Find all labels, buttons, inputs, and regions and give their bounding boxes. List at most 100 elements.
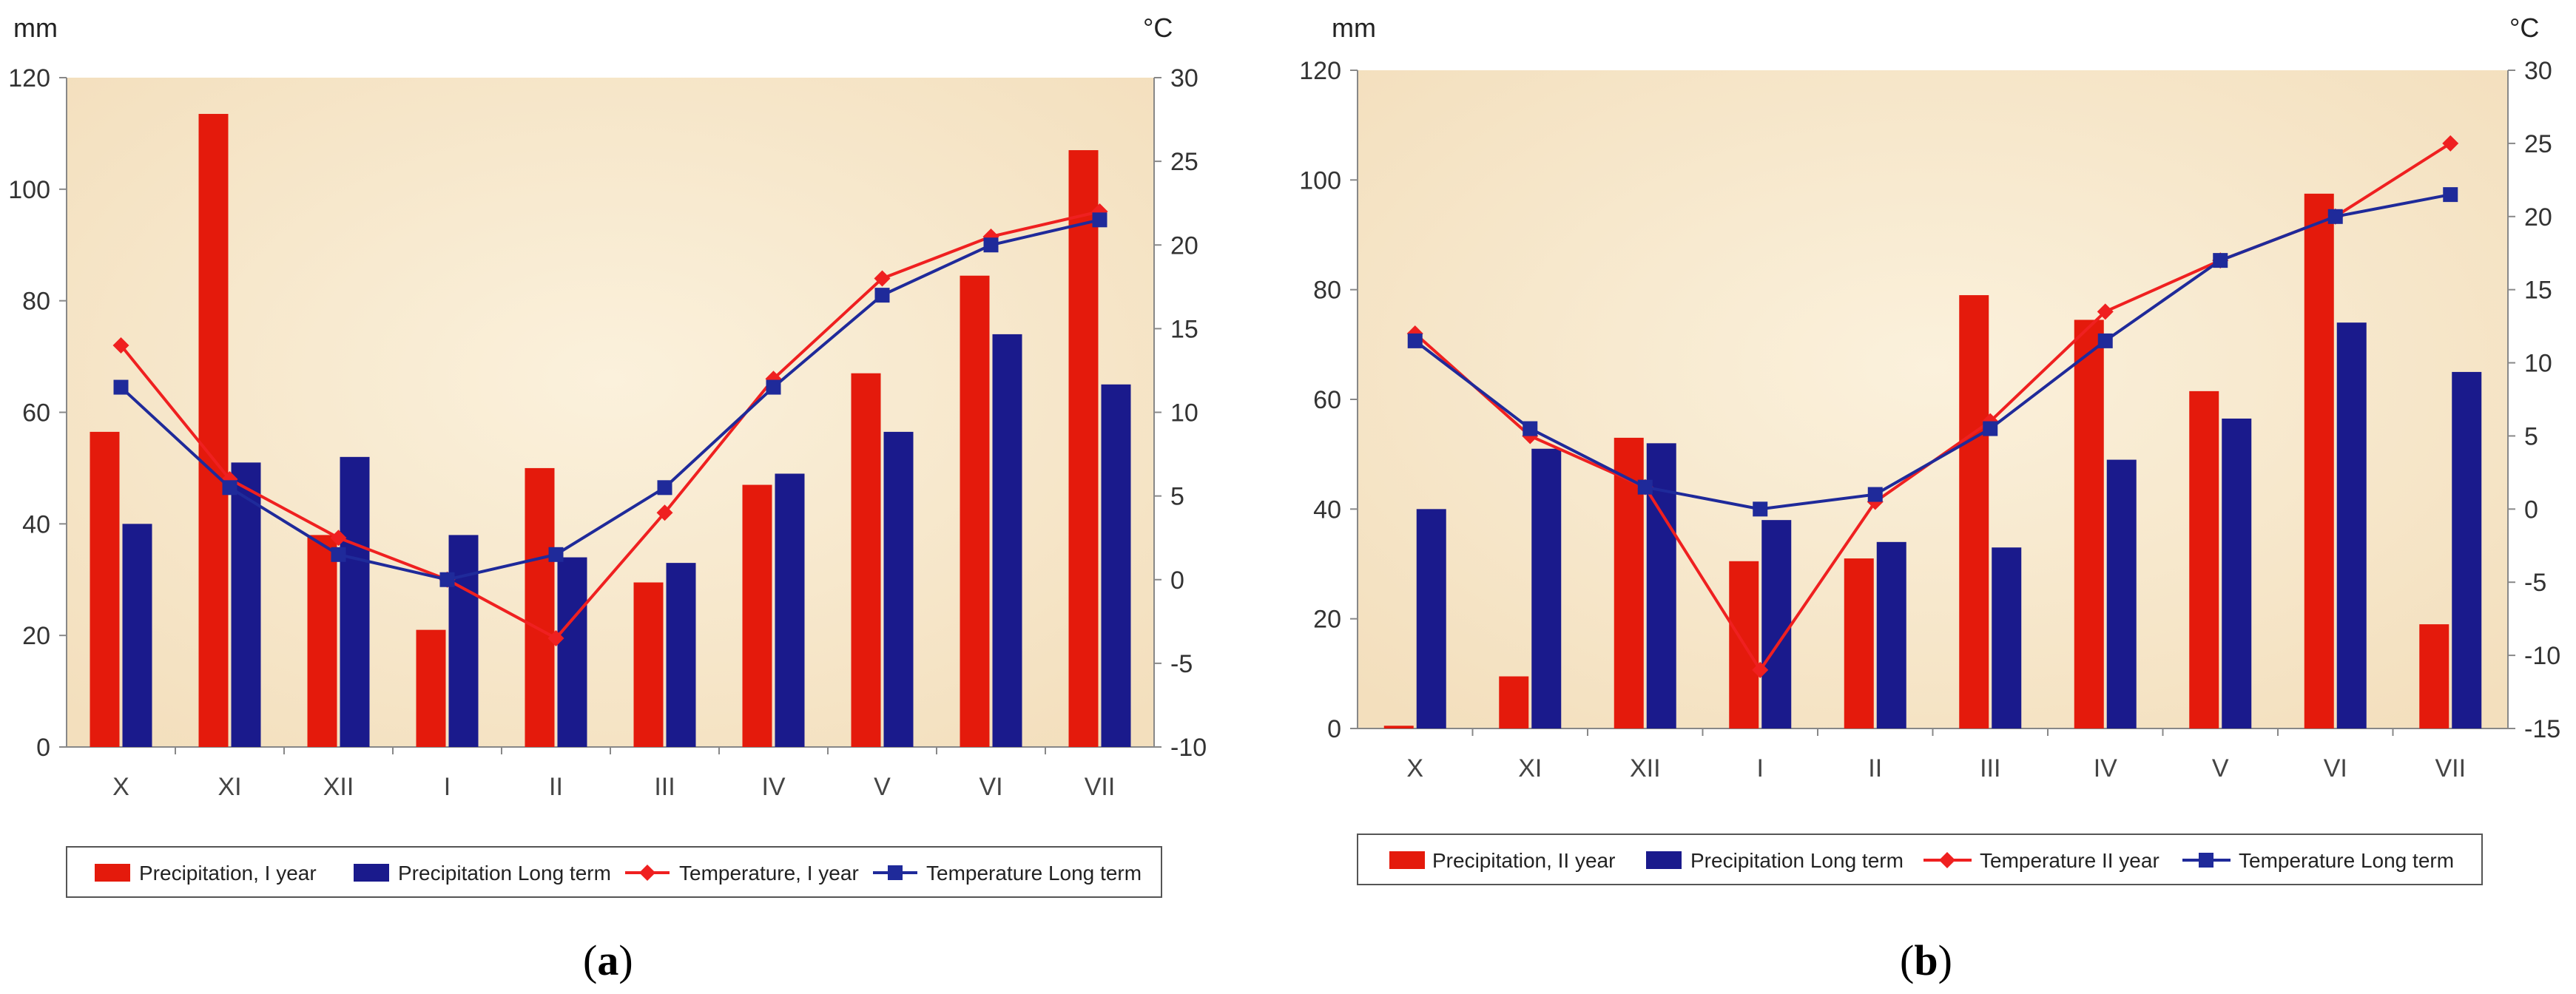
right-tick-label: 25 [2524, 130, 2552, 158]
point-temperature-long-term [222, 480, 237, 496]
legend-box-a [66, 846, 1162, 898]
bar-precipitation-year [851, 373, 881, 747]
legend-swatch-precip-long-a [354, 864, 389, 882]
category-labels-a: X XI XII I II III IV V VI VII [112, 747, 1115, 801]
panel-label-a: (a) [583, 936, 633, 984]
bar-precipitation-long-term [122, 524, 152, 747]
category-label: XII [323, 773, 354, 801]
right-tick-label: 10 [1170, 399, 1198, 427]
point-temperature-long-term [1753, 501, 1768, 517]
right-tick-label: 30 [2524, 57, 2552, 85]
right-tick-label: 30 [1170, 64, 1198, 92]
bars-a [90, 114, 1131, 748]
left-tick-label: 20 [22, 622, 50, 650]
right-tick-label: -10 [1170, 734, 1207, 762]
point-temperature-long-term [2443, 187, 2458, 203]
temperature-lines-b [1406, 135, 2459, 678]
legend-label-temp-long-a: Temperature Long term [926, 862, 1142, 885]
bar-precipitation-long-term [557, 557, 587, 747]
category-label: III [1980, 754, 2000, 782]
bar-precipitation-year [742, 484, 772, 747]
bar-precipitation-long-term [1761, 520, 1792, 728]
left-tick-label: 100 [8, 176, 50, 204]
bar-precipitation-year [1959, 295, 1989, 728]
point-temperature-long-term [2327, 209, 2343, 224]
category-label: XI [218, 773, 241, 801]
right-tick-label: -15 [2524, 715, 2560, 743]
point-temperature-year [547, 629, 564, 646]
right-tick-label: -5 [2524, 569, 2546, 597]
legend-a: Precipitation, I year Precipitation Long… [66, 846, 1162, 898]
legend-marker-temp-year-b [1939, 852, 1955, 868]
right-tick-label: 0 [1170, 567, 1184, 595]
bar-precipitation-year [416, 629, 446, 747]
point-temperature-long-term [1983, 421, 1998, 436]
bar-precipitation-year [633, 582, 664, 747]
right-unit-b: °C [2509, 13, 2539, 43]
bar-precipitation-long-term [992, 334, 1022, 748]
legend-label-temp-year-b: Temperature II year [1980, 849, 2159, 872]
right-tick-label: 10 [2524, 350, 2552, 378]
right-tick-label: 25 [1170, 148, 1198, 176]
bar-precipitation-long-term [2336, 322, 2367, 729]
bar-precipitation-year [2304, 193, 2334, 728]
chart-panel-b: mm °C 0 20 40 60 80 100 120 -15 -10 -5 0 5 10 15 20 25… [1299, 13, 2560, 885]
bar-precipitation-year [1068, 150, 1099, 747]
bar-precipitation-long-term [231, 462, 261, 747]
category-label: II [549, 773, 563, 801]
left-tick-label: 40 [22, 510, 50, 538]
legend-b: Precipitation, II year Precipitation Lon… [1357, 834, 2483, 885]
point-temperature-long-term [983, 237, 999, 253]
point-temperature-long-term [439, 572, 455, 587]
bar-precipitation-long-term [666, 563, 696, 747]
point-temperature-year [2097, 303, 2114, 320]
point-temperature-long-term [1867, 487, 1883, 502]
legend-swatch-precip-year-a [95, 864, 130, 882]
left-tick-labels-a: 0 20 40 60 80 100 120 [8, 64, 67, 762]
bar-precipitation-long-term [340, 456, 370, 747]
panel-label-b: (b) [1900, 936, 1952, 984]
bar-precipitation-long-term [883, 431, 914, 747]
category-label: X [1406, 754, 1423, 782]
right-tick-label: 0 [2524, 496, 2538, 524]
point-temperature-long-term [331, 547, 346, 562]
point-temperature-year [656, 504, 673, 521]
left-tick-label: 0 [1327, 715, 1341, 743]
right-tick-label: 20 [1170, 231, 1198, 260]
bar-precipitation-long-term [1876, 541, 1906, 728]
bar-precipitation-year [90, 431, 120, 747]
line-temperature-year [119, 210, 1100, 640]
bar-precipitation-long-term [2222, 418, 2252, 728]
category-label: X [112, 773, 129, 801]
point-temperature-year [874, 270, 891, 287]
legend-marker-temp-long-b [2199, 853, 2213, 868]
legend-label-temp-long-b: Temperature Long term [2239, 849, 2454, 872]
point-temperature-year [112, 337, 129, 354]
category-label: VII [1085, 773, 1116, 801]
bar-precipitation-long-term [775, 473, 805, 747]
left-tick-label: 60 [1313, 386, 1341, 414]
bar-precipitation-long-term [1531, 448, 1562, 728]
bar-precipitation-long-term [1992, 547, 2022, 728]
category-labels-b: X XI XII I II III IV V VI VII [1406, 728, 2466, 782]
legend-swatch-precip-year-b [1389, 851, 1425, 869]
bar-precipitation-long-term [1416, 509, 1446, 728]
legend-label-precip-year-a: Precipitation, I year [139, 862, 317, 885]
plot-area-b [1358, 70, 2508, 728]
left-tick-labels-b: 0 20 40 60 80 100 120 [1299, 57, 1358, 743]
panel-letter-b: b [1914, 936, 1938, 984]
point-temperature-long-term [1092, 212, 1107, 228]
point-temperature-year [2442, 135, 2459, 152]
left-tick-label: 80 [22, 288, 50, 316]
category-label: VI [2324, 754, 2347, 782]
temperature-lines-a [112, 203, 1108, 646]
point-temperature-year [1752, 661, 1769, 678]
bar-precipitation-year [1844, 558, 1874, 728]
line-temperature-long-term [1414, 193, 2451, 511]
left-tick-label: 0 [36, 734, 50, 762]
point-temperature-long-term [1637, 479, 1653, 495]
bar-precipitation-long-term [1101, 384, 1131, 747]
category-label: VI [979, 773, 1002, 801]
left-unit-b: mm [1332, 13, 1376, 43]
